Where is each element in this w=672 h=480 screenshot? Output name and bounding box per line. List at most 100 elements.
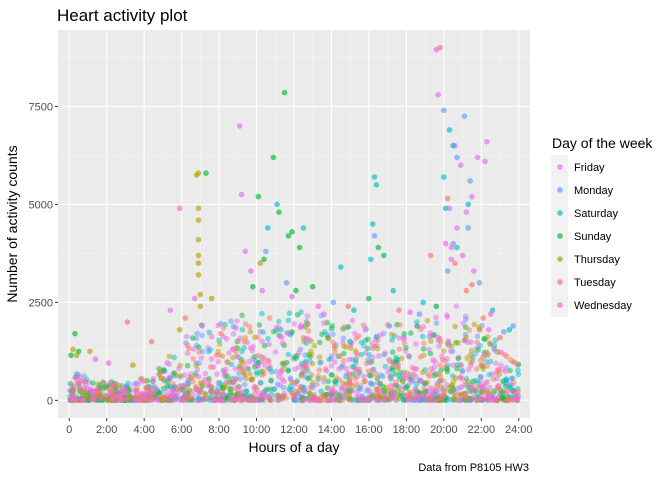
data-point	[352, 375, 358, 382]
data-point	[462, 394, 469, 401]
data-point	[382, 397, 388, 404]
data-point	[148, 338, 155, 345]
legend-key	[557, 256, 563, 262]
data-point	[356, 393, 363, 400]
data-point	[242, 248, 249, 255]
data-point	[174, 392, 180, 399]
data-point	[92, 356, 99, 363]
data-point	[297, 324, 304, 330]
data-point	[181, 397, 187, 404]
legend-key	[557, 187, 563, 193]
data-point	[382, 350, 389, 356]
data-point	[195, 252, 202, 259]
data-point	[215, 322, 221, 329]
x-tick-label: 14:00	[318, 424, 346, 436]
data-point	[459, 252, 466, 259]
legend-key	[557, 164, 563, 170]
data-point	[484, 397, 491, 403]
data-point	[104, 397, 110, 404]
data-point	[346, 396, 353, 403]
x-tick-label: 24:00	[505, 424, 533, 436]
data-point	[486, 327, 492, 333]
data-point	[361, 373, 367, 380]
data-point	[173, 372, 179, 379]
data-point	[296, 364, 302, 371]
data-point	[184, 362, 191, 369]
data-point	[404, 375, 410, 382]
data-point	[407, 371, 414, 378]
data-point	[491, 345, 497, 351]
data-point	[471, 268, 477, 274]
data-point	[220, 391, 227, 397]
chart-caption: Data from P8105 HW3	[418, 462, 529, 474]
data-point	[322, 366, 329, 372]
data-point	[241, 345, 247, 351]
data-point	[371, 233, 378, 239]
data-point	[309, 361, 316, 367]
data-point	[440, 393, 447, 399]
data-point	[375, 397, 382, 404]
data-point	[486, 371, 493, 378]
data-point	[213, 352, 220, 359]
data-point	[247, 371, 253, 377]
data-point	[468, 384, 475, 391]
data-point	[124, 319, 131, 325]
data-point	[450, 362, 457, 369]
data-point	[237, 376, 243, 382]
data-point	[170, 387, 176, 394]
data-point	[346, 370, 353, 377]
data-point	[462, 390, 469, 397]
data-point	[293, 287, 299, 294]
data-point	[465, 201, 472, 208]
data-point	[208, 356, 215, 362]
data-point	[437, 362, 443, 368]
data-point	[380, 373, 386, 380]
data-point	[479, 383, 485, 390]
data-point	[157, 368, 164, 375]
data-point	[104, 392, 111, 399]
data-point	[274, 201, 280, 208]
data-point	[294, 312, 301, 318]
data-point	[116, 396, 123, 403]
data-point	[438, 377, 444, 384]
data-point	[232, 365, 239, 372]
data-point	[314, 381, 320, 388]
data-point	[234, 353, 241, 360]
data-point	[204, 395, 211, 402]
data-point	[392, 371, 399, 377]
data-point	[283, 280, 290, 286]
data-point	[166, 353, 173, 360]
data-point	[378, 389, 384, 396]
data-point	[341, 324, 348, 330]
data-point	[383, 384, 390, 391]
data-point	[238, 191, 245, 198]
data-point	[456, 397, 463, 403]
data-point	[452, 323, 458, 330]
data-point	[510, 388, 516, 395]
data-point	[377, 332, 384, 338]
data-point	[287, 375, 294, 381]
data-point	[221, 371, 228, 377]
data-point	[164, 360, 170, 366]
x-tick-label: 4:00	[133, 424, 154, 436]
data-point	[326, 397, 333, 404]
data-point	[484, 363, 491, 369]
data-point	[165, 397, 171, 404]
data-point	[466, 327, 473, 333]
data-point	[473, 366, 480, 372]
data-point	[424, 379, 431, 386]
data-point	[301, 362, 308, 368]
data-point	[420, 323, 427, 330]
data-points	[66, 44, 522, 404]
data-point	[243, 375, 249, 382]
data-point	[413, 392, 420, 398]
data-point	[417, 377, 424, 384]
data-point	[304, 321, 310, 327]
data-point	[365, 336, 371, 343]
data-point	[112, 381, 119, 387]
data-point	[458, 384, 465, 391]
data-point	[454, 154, 460, 161]
data-point	[447, 348, 454, 354]
data-point	[493, 360, 499, 367]
data-point	[176, 205, 183, 212]
